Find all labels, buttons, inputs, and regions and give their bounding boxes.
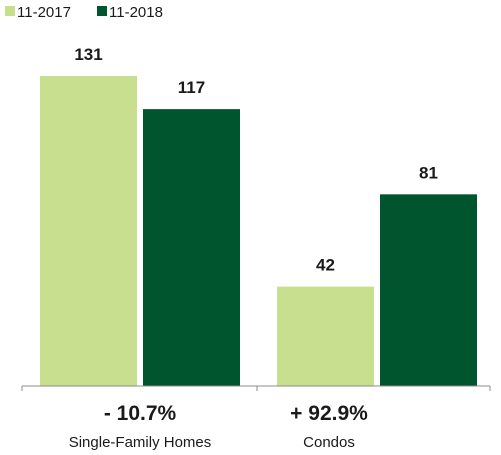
bar-value-label-single-family-11-2018: 117 xyxy=(178,78,205,97)
bar-single-family-11-2017 xyxy=(40,76,137,386)
category-label-condos: Condos xyxy=(303,434,355,451)
bar-condos-11-2017 xyxy=(277,286,374,386)
bar-value-label-condos-11-2018: 81 xyxy=(419,163,438,182)
bar-value-label-condos-11-2017: 42 xyxy=(316,256,335,275)
legend-swatch-2018 xyxy=(97,6,107,16)
bar-condos-11-2018 xyxy=(380,194,477,386)
bar-value-label-single-family-11-2017: 131 xyxy=(74,45,102,64)
legend-label-2018: 11-2018 xyxy=(109,4,163,21)
legend-label-2017: 11-2017 xyxy=(17,4,71,21)
bars: 131 117 42 81 xyxy=(40,45,477,387)
bar-single-family-11-2018 xyxy=(143,109,240,387)
change-label-condos: + 92.9% xyxy=(290,402,368,425)
change-label-single-family: - 10.7% xyxy=(104,402,177,425)
legend-swatch-2017 xyxy=(5,6,15,16)
category-label-single-family: Single-Family Homes xyxy=(69,434,212,451)
legend: 11-2017 11-2018 xyxy=(5,4,163,21)
